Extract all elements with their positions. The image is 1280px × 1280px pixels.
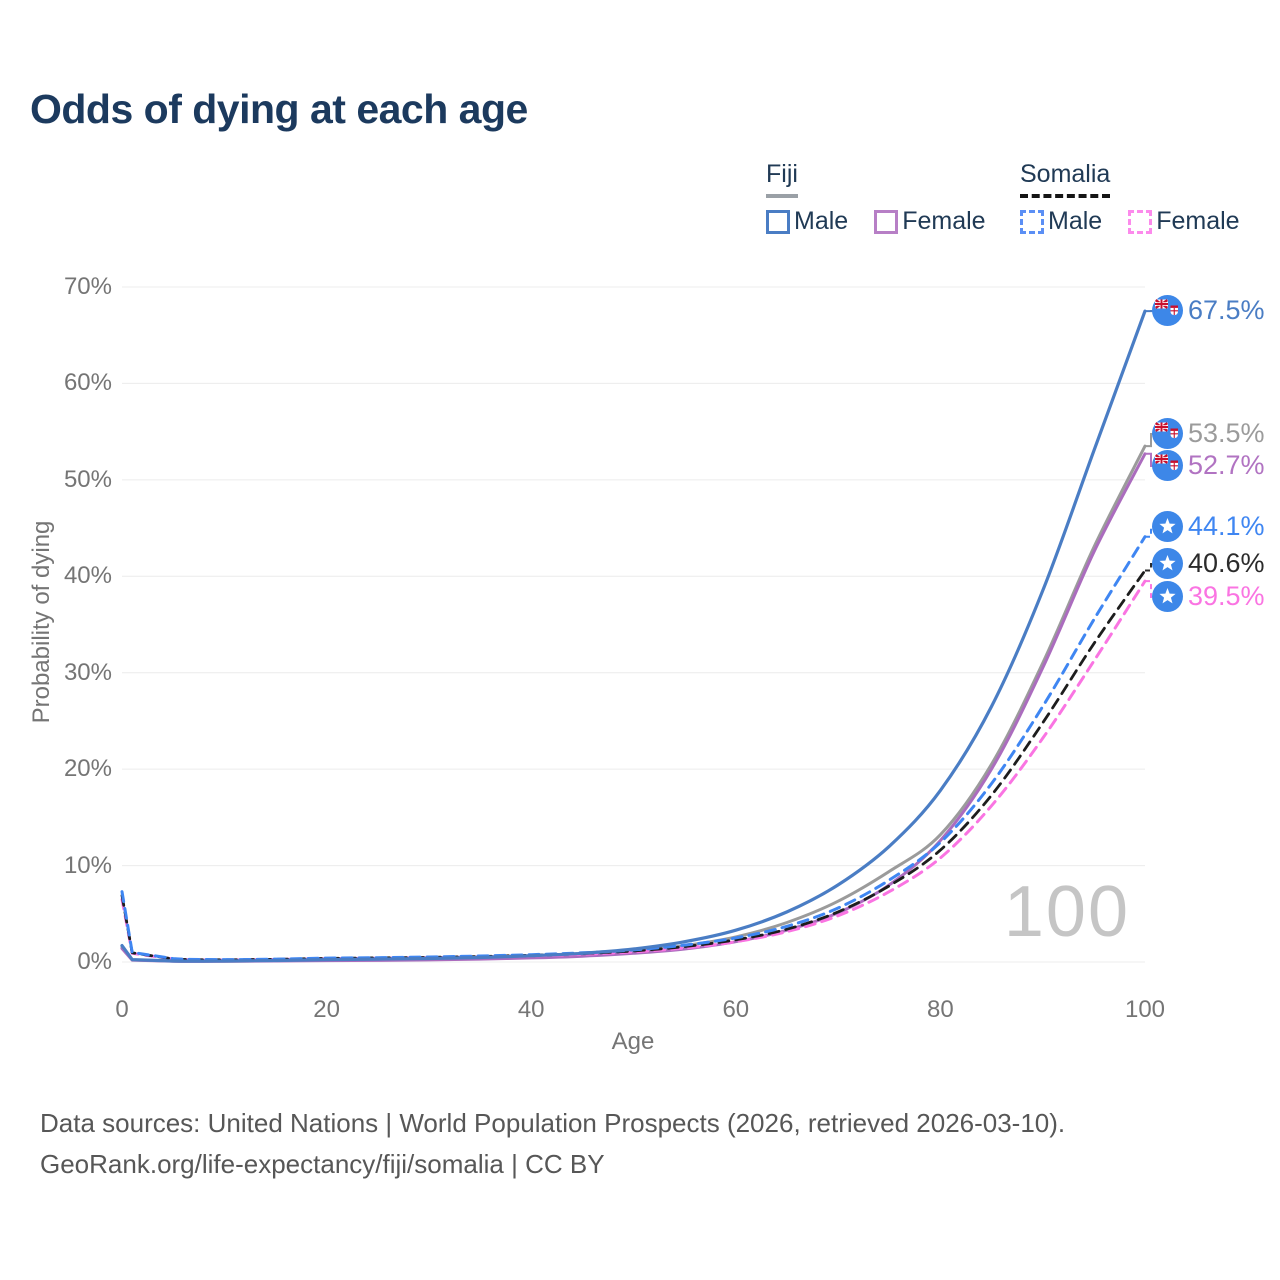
y-tick-label: 10% (63, 851, 112, 879)
end-label-value: 39.5% (1188, 581, 1265, 611)
somalia-male-swatch-icon (1020, 209, 1044, 234)
end-label-somalia-total: 40.6% (1152, 548, 1265, 579)
end-label-value: 67.5% (1188, 295, 1265, 325)
x-axis-ticks: 0 20 40 60 80 100 (0, 996, 1280, 1026)
fiji-flag-icon (1152, 450, 1183, 481)
y-tick-label: 30% (63, 658, 112, 686)
footer-data-sources: Data sources: United Nations | World Pop… (40, 1108, 1066, 1138)
y-tick-label: 70% (63, 272, 112, 300)
y-tick-label: 0% (77, 948, 112, 975)
x-tick-label: 40 (517, 996, 545, 1023)
fiji-flag-icon (1152, 295, 1183, 326)
end-label-connector-somalia-female (1145, 580, 1156, 598)
legend-item-fiji-male[interactable]: Male (766, 207, 848, 236)
legend-group-fiji: Fiji Male Female (766, 160, 986, 236)
y-tick-label: 20% (63, 755, 112, 783)
legend-item-label: Male (794, 207, 849, 235)
end-label-value: 44.1% (1188, 511, 1265, 541)
legend-item-somalia-male[interactable]: Male (1020, 207, 1102, 236)
legend-group-somalia: Somalia Male Female (1020, 160, 1240, 236)
somalia-female-swatch-icon (1128, 209, 1153, 234)
y-tick-label: 50% (63, 465, 112, 493)
x-tick-label: 0 (115, 996, 129, 1023)
end-label-value: 40.6% (1188, 548, 1265, 578)
fiji-male-swatch-icon (766, 209, 790, 234)
end-label-fiji-male: 67.5% (1152, 295, 1265, 326)
fiji-female-swatch-icon (874, 209, 899, 234)
fiji-flag-icon (1152, 418, 1183, 449)
somalia-flag-icon (1152, 581, 1183, 612)
x-tick-label: 60 (722, 996, 750, 1023)
x-tick-label: 80 (927, 996, 954, 1023)
end-label-fiji-female: 52.7% (1152, 450, 1265, 481)
legend-items-fiji: Male Female (766, 207, 986, 236)
y-tick-label: 60% (63, 369, 112, 397)
legend-item-fiji-female[interactable]: Female (874, 207, 986, 236)
end-label-value: 53.5% (1188, 418, 1265, 448)
legend-item-somalia-female[interactable]: Female (1128, 207, 1240, 236)
footer-attribution: GeoRank.org/life-expectancy/fiji/somalia… (40, 1149, 605, 1179)
y-tick-label: 40% (63, 562, 112, 590)
series-line-fiji-male[interactable] (120, 309, 1147, 963)
y-axis-ticks: 0% 10% 20% 30% 40% 50% 60% 70% (30, 0, 112, 1000)
x-tick-label: 20 (313, 996, 340, 1023)
series-line-somalia-male[interactable] (120, 535, 1147, 962)
legend-title-fiji[interactable]: Fiji (766, 160, 798, 198)
end-label-value: 52.7% (1188, 450, 1265, 480)
page-title: Odds of dying at each age (30, 86, 528, 132)
somalia-flag-icon (1152, 548, 1183, 579)
legend-title-somalia[interactable]: Somalia (1020, 160, 1111, 198)
end-label-somalia-female: 39.5% (1152, 581, 1265, 612)
x-tick-label: 100 (1124, 996, 1166, 1023)
end-label-somalia-male: 44.1% (1152, 511, 1265, 542)
legend-item-label: Female (1156, 207, 1240, 235)
somalia-flag-icon (1152, 511, 1183, 542)
y-axis-title: Probability of dying (28, 520, 55, 724)
legend-items-somalia: Male Female (1020, 207, 1240, 236)
end-label-fiji-total: 53.5% (1152, 418, 1265, 449)
end-label-connector-somalia-total (1145, 563, 1156, 572)
hovered-age-watermark: 100 (1003, 872, 1130, 952)
legend-item-label: Female (902, 207, 986, 235)
x-axis-title: Age (611, 1028, 655, 1055)
legend-item-label: Male (1048, 207, 1103, 235)
